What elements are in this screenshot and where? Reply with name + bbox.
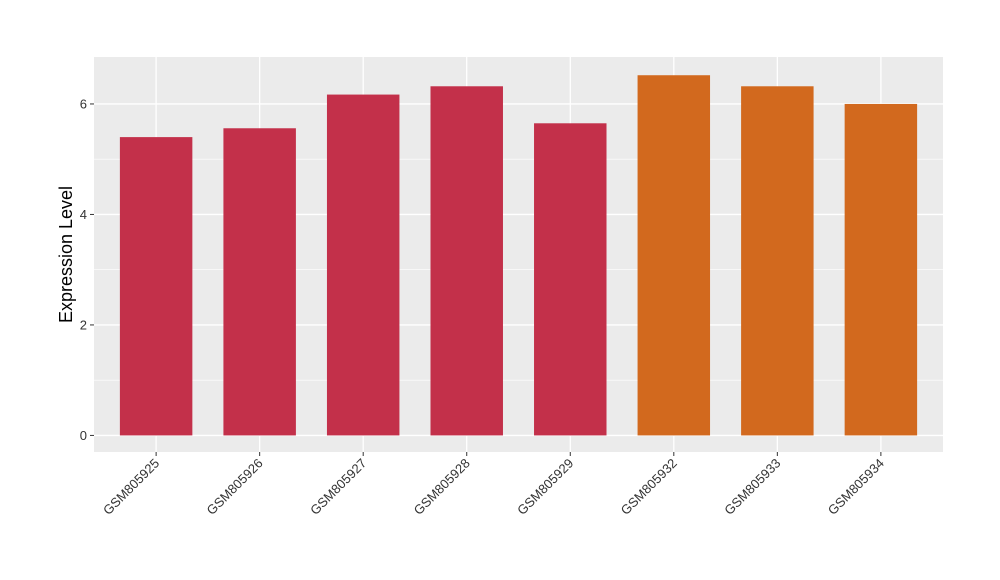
x-tick-label: GSM805926 [204,456,266,518]
bar-GSM805932 [637,75,711,436]
x-axis-ticks: GSM805925 GSM805926 GSM805927 GSM805928 GSM8… [100,452,887,518]
bar-GSM805927 [326,94,400,436]
x-tick-label: GSM805928 [411,456,473,518]
x-tick-label: GSM805932 [618,456,680,518]
y-tick-label: 6 [80,96,87,111]
y-axis-title: Expression Level [56,186,76,323]
bars [119,75,918,436]
y-tick-label: 2 [80,317,87,332]
x-tick-label: GSM805934 [825,456,887,518]
bar-GSM805929 [534,123,607,436]
x-tick-label: GSM805933 [721,456,783,518]
x-tick-label: GSM805925 [100,456,162,518]
y-axis-ticks: 0 2 4 6 [80,96,94,443]
bar-GSM805925 [119,137,193,436]
y-tick-label: 4 [80,207,87,222]
bar-GSM805934 [844,103,918,436]
y-tick-label: 0 [80,428,87,443]
bar-GSM805933 [741,86,814,436]
plot-panel [94,57,943,452]
bar-GSM805928 [430,86,503,436]
x-tick-label: GSM805927 [307,456,369,518]
x-tick-label: GSM805929 [514,456,576,518]
bar-GSM805926 [223,128,296,436]
